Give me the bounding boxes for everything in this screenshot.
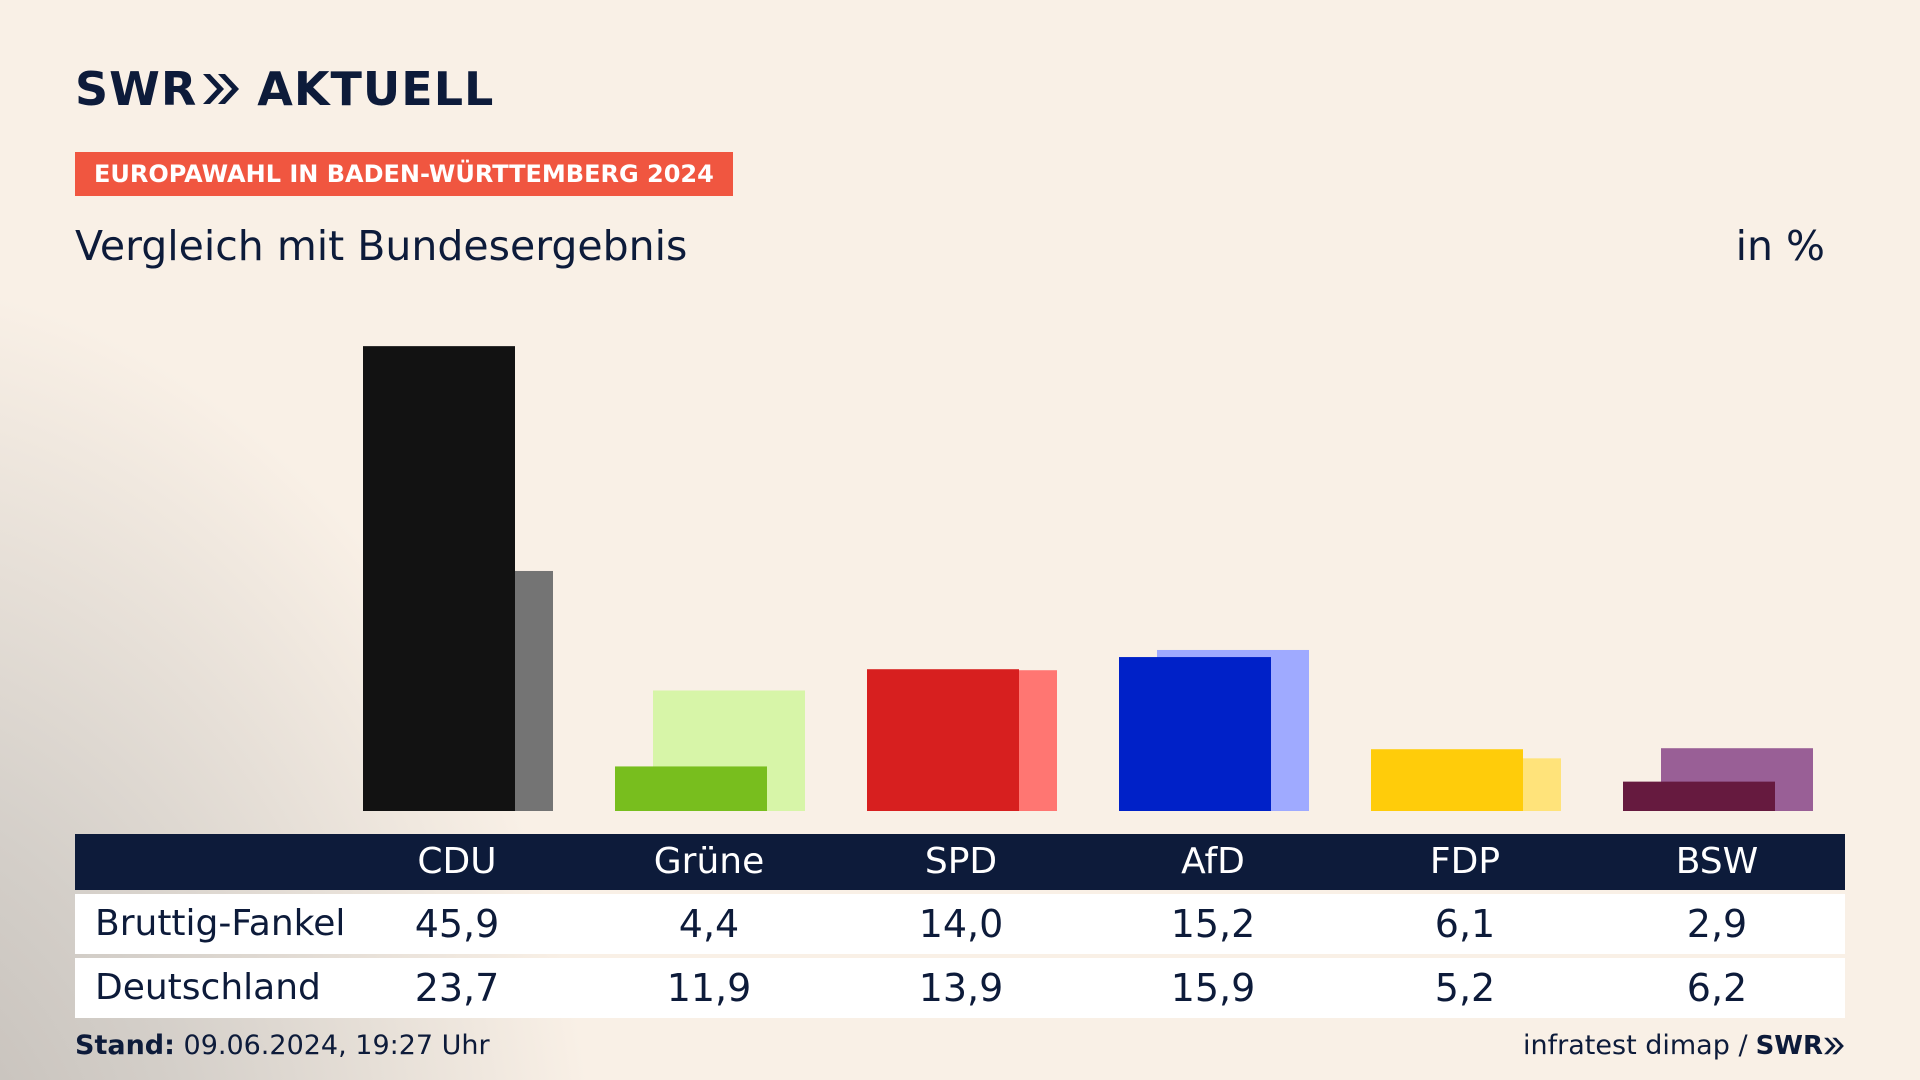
logo-swr-text: SWR (75, 62, 198, 116)
value-cell: 5,2 (1434, 966, 1496, 1010)
bar-bruttig-fankel-spd (867, 669, 1019, 811)
bar-bruttig-fankel-grüne (615, 766, 767, 811)
value-cell: 14,0 (918, 902, 1004, 946)
value-cell: 4,4 (678, 902, 740, 946)
header-cell: Grüne (653, 841, 765, 882)
double-chevron-icon (203, 74, 240, 104)
swr-aktuell-logo: SWR AKTUELL (75, 66, 494, 112)
table-header-row: CDU Grüne SPD AfD FDP BSW (75, 834, 1845, 890)
value-cell: 2,9 (1686, 902, 1748, 946)
value-cell: 6,2 (1686, 966, 1748, 1010)
value-cell: 23,7 (414, 966, 500, 1010)
source-credit: infratest dimap / SWR (1523, 1030, 1845, 1061)
header-cell: SPD (924, 841, 998, 882)
bar-bruttig-fankel-fdp (1371, 749, 1523, 811)
unit-label: in % (1735, 222, 1825, 270)
table-row: Deutschland 23,7 11,9 13,9 15,9 5,2 6,2 (75, 958, 1845, 1018)
bar-bruttig-fankel-afd (1119, 657, 1271, 811)
header-cell: CDU (417, 841, 497, 882)
bar-bruttig-fankel-cdu (363, 346, 515, 811)
brand-text: SWR (1755, 1030, 1823, 1061)
logo-aktuell-text: AKTUELL (257, 62, 495, 116)
row-label: Bruttig-Fankel (95, 903, 346, 944)
stand-value: 09.06.2024, 19:27 Uhr (183, 1030, 490, 1061)
header-cell: AfD (1181, 841, 1245, 882)
bar-chart (363, 346, 1813, 811)
value-cell: 13,9 (918, 966, 1004, 1010)
source-text: infratest dimap / (1523, 1030, 1748, 1061)
value-cell: 15,2 (1170, 902, 1256, 946)
election-badge: EUROPAWAHL IN BADEN-WÜRTTEMBERG 2024 (75, 152, 733, 196)
value-cell: 15,9 (1170, 966, 1256, 1010)
table-row: Bruttig-Fankel 45,9 4,4 14,0 15,2 6,1 2,9 (75, 894, 1845, 954)
value-cell: 45,9 (414, 902, 500, 946)
bar-bruttig-fankel-bsw (1623, 781, 1775, 811)
chart-subtitle: Vergleich mit Bundesergebnis (75, 222, 688, 270)
results-table: CDU Grüne SPD AfD FDP BSW Bruttig-Fankel 45,9… (75, 834, 1845, 1018)
double-chevron-icon (1824, 1037, 1844, 1054)
value-cell: 11,9 (666, 966, 752, 1010)
row-label: Deutschland (95, 967, 321, 1008)
header-cell: FDP (1429, 841, 1501, 882)
header-cell: BSW (1675, 841, 1759, 882)
timestamp: Stand: 09.06.2024, 19:27 Uhr (75, 1030, 490, 1061)
value-cell: 6,1 (1434, 902, 1496, 946)
brand-logo: SWR (1756, 1031, 1845, 1061)
stand-label: Stand: (75, 1030, 175, 1061)
